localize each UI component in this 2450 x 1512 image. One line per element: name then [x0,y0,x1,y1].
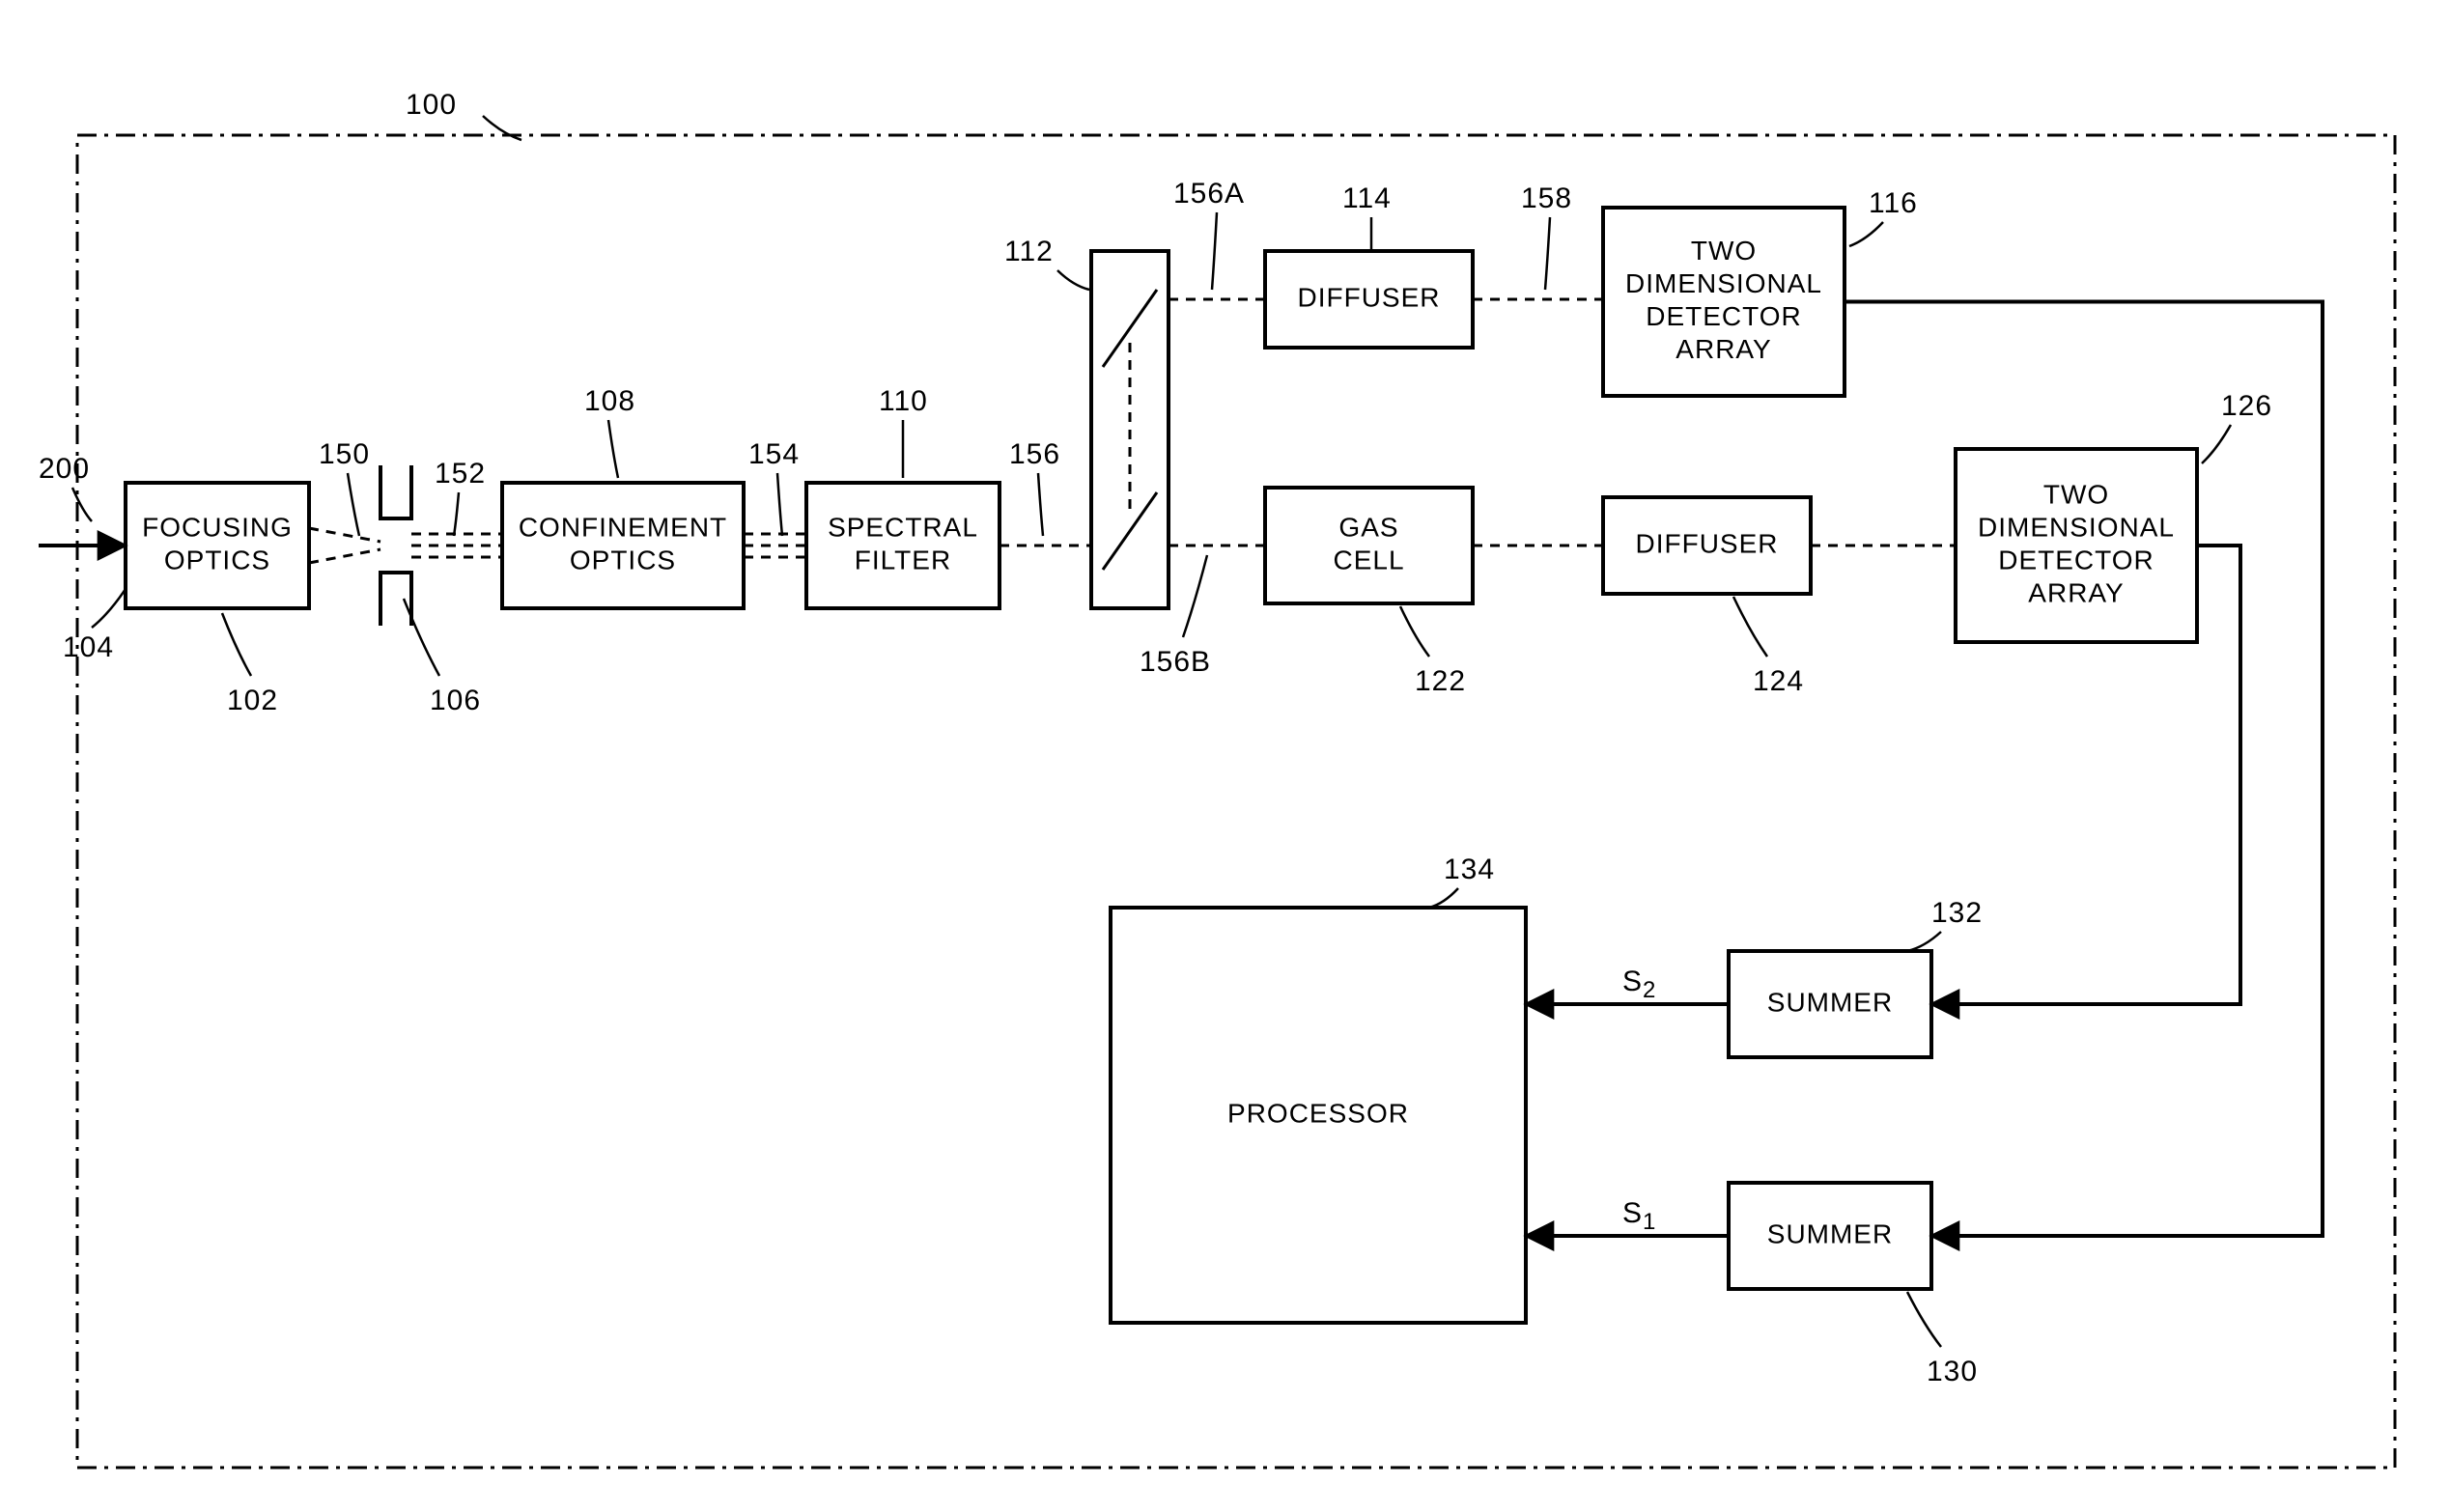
detector-top-label: ARRAY [1676,334,1771,364]
ref-label-108: 108 [584,385,635,417]
focusing-optics-label: FOCUSING [142,512,293,542]
ref-label-156B: 156B [1140,646,1211,678]
focusing-optics-label: OPTICS [164,545,270,574]
ref-label-152: 152 [435,458,486,490]
ref-label-104: 104 [63,631,114,663]
leader-106 [404,599,439,676]
spectral-filter-label: FILTER [855,545,951,574]
aperture-bottom [380,573,411,626]
leader-132 [1907,932,1941,951]
ref-label-134: 134 [1444,854,1495,885]
label-s1: S1 [1622,1197,1656,1235]
leader-200 [72,488,92,521]
ref-label-114: 114 [1342,182,1392,214]
ref-label-100: 100 [406,89,457,121]
spectral-filter-label: SPECTRAL [828,512,978,542]
ref-label-200: 200 [39,453,90,485]
detector-bot-label: DIMENSIONAL [1978,512,2175,542]
leader-154 [777,473,782,536]
leader-156A [1212,212,1217,290]
ref-label-156A: 156A [1173,178,1245,210]
leader-112 [1057,270,1089,290]
confinement-optics-label: OPTICS [570,545,676,574]
label-s2: S2 [1622,966,1656,1003]
diffuser-top-label: DIFFUSER [1298,282,1441,312]
detector-top-label: DETECTOR [1646,301,1802,331]
ref-label-150: 150 [319,438,370,470]
leader-158 [1545,217,1550,290]
ref-label-132: 132 [1931,897,1983,929]
ref-label-112: 112 [1004,236,1054,267]
aperture-top [380,465,411,518]
leader-150 [348,473,359,536]
diffuser-bot-label: DIFFUSER [1636,528,1779,558]
leader-102 [222,613,251,676]
signal-detector-top-to-summer-130 [1845,302,2323,1237]
ref-label-116: 116 [1869,187,1918,219]
path-150-upper [309,528,380,542]
detector-bot-label: TWO [2043,479,2109,509]
leader-116 [1849,222,1883,246]
ref-label-154: 154 [748,438,800,470]
leader-108 [608,420,618,478]
detector-top-label: TWO [1691,236,1757,266]
ref-label-158: 158 [1521,182,1572,214]
leader-156 [1038,473,1043,536]
summer-top-label: SUMMER [1767,987,1893,1017]
leader-130 [1907,1292,1941,1347]
optical-system-block-diagram: FOCUSING OPTICS CONFINEMENT OPTICS SPECTRAL F… [0,0,2450,1512]
gas-cell-label: GAS [1338,512,1398,542]
leader-124 [1733,597,1767,657]
leader-156B [1183,555,1207,637]
leader-152 [454,492,459,536]
gas-cell-label: CELL [1333,545,1404,574]
ref-label-106: 106 [430,685,481,716]
ref-label-110: 110 [879,385,928,417]
leader-134 [1429,888,1458,908]
ref-label-122: 122 [1415,665,1466,697]
detector-top-label: DIMENSIONAL [1625,268,1822,298]
detector-bot-label: DETECTOR [1998,545,2154,574]
leader-126 [2202,425,2231,463]
leader-122 [1400,606,1429,657]
leader-104 [92,589,126,628]
ref-label-102: 102 [227,685,278,716]
confinement-optics-label: CONFINEMENT [519,512,727,542]
ref-label-124: 124 [1753,665,1804,697]
ref-label-156: 156 [1009,438,1060,470]
ref-label-130: 130 [1927,1356,1978,1387]
processor-label: PROCESSOR [1227,1098,1409,1128]
ref-label-126: 126 [2221,390,2272,422]
detector-bot-label: ARRAY [2028,577,2124,607]
summer-bot-label: SUMMER [1767,1218,1893,1248]
path-150-lower [309,549,380,563]
